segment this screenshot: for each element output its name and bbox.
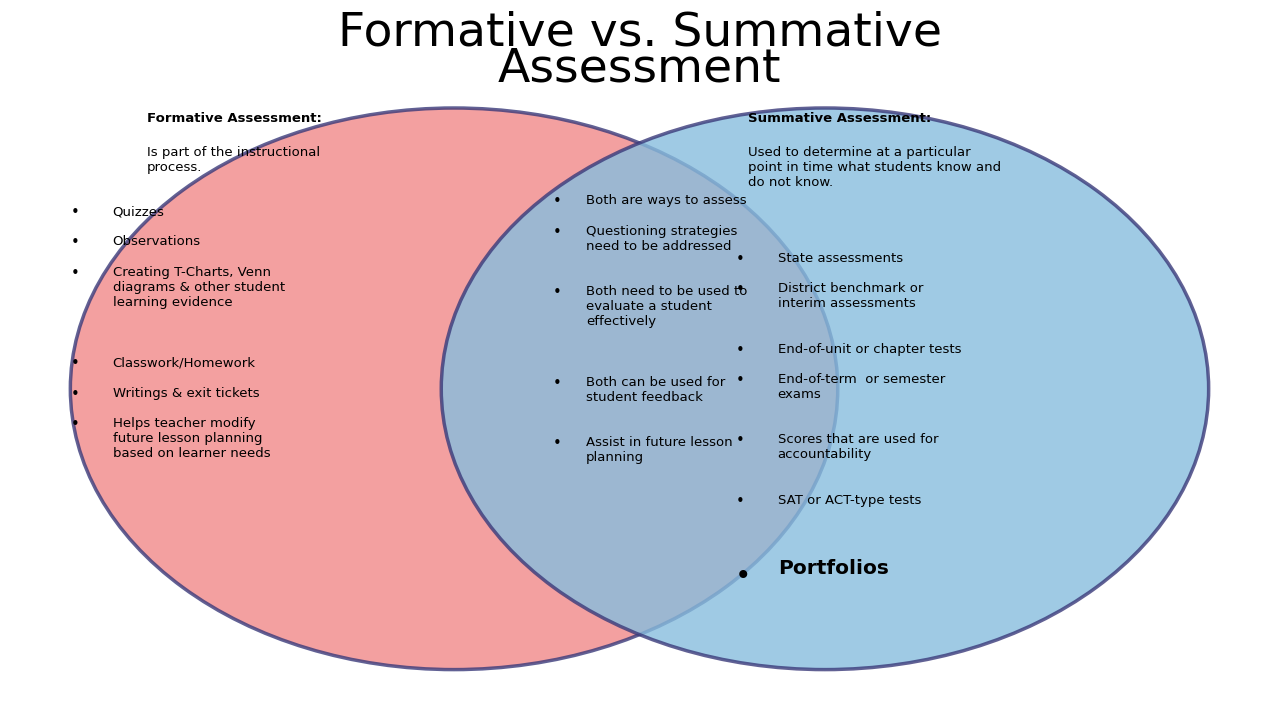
Text: •: • <box>735 494 744 509</box>
Text: •: • <box>735 433 744 449</box>
Text: •: • <box>735 252 744 267</box>
Text: •: • <box>70 235 79 251</box>
Text: Formative vs. Summative: Formative vs. Summative <box>338 11 941 55</box>
Text: State assessments: State assessments <box>778 252 903 265</box>
Text: Summative Assessment:: Summative Assessment: <box>748 112 931 125</box>
Text: Helps teacher modify
future lesson planning
based on learner needs: Helps teacher modify future lesson plann… <box>113 417 270 460</box>
Text: District benchmark or
interim assessments: District benchmark or interim assessment… <box>778 282 923 310</box>
Ellipse shape <box>70 108 838 670</box>
Text: •: • <box>70 387 79 402</box>
Text: Quizzes: Quizzes <box>113 205 165 218</box>
Text: Formative Assessment:: Formative Assessment: <box>147 112 322 125</box>
Text: •: • <box>735 565 749 588</box>
Text: •: • <box>553 194 561 210</box>
Text: Observations: Observations <box>113 235 201 248</box>
Text: •: • <box>735 373 744 388</box>
Text: •: • <box>553 285 561 300</box>
Text: End-of-term  or semester
exams: End-of-term or semester exams <box>778 373 945 401</box>
Text: •: • <box>735 282 744 297</box>
Text: •: • <box>735 343 744 358</box>
Text: •: • <box>70 356 79 372</box>
Text: Assessment: Assessment <box>498 47 781 91</box>
Text: •: • <box>70 266 79 281</box>
Text: Both can be used for
student feedback: Both can be used for student feedback <box>586 376 725 404</box>
Text: Questioning strategies
need to be addressed: Questioning strategies need to be addres… <box>586 225 737 253</box>
Text: •: • <box>70 205 79 220</box>
Text: •: • <box>553 376 561 391</box>
Text: •: • <box>553 225 561 240</box>
Text: SAT or ACT-type tests: SAT or ACT-type tests <box>778 494 921 507</box>
Ellipse shape <box>441 108 1209 670</box>
Text: Both are ways to assess: Both are ways to assess <box>586 194 747 207</box>
Text: Is part of the instructional
process.: Is part of the instructional process. <box>147 146 320 174</box>
Text: Writings & exit tickets: Writings & exit tickets <box>113 387 260 400</box>
Text: •: • <box>70 417 79 432</box>
Text: Classwork/Homework: Classwork/Homework <box>113 356 256 369</box>
Text: Assist in future lesson
planning: Assist in future lesson planning <box>586 436 733 464</box>
Text: Both need to be used to
evaluate a student
effectively: Both need to be used to evaluate a stude… <box>586 285 747 328</box>
Text: Portfolios: Portfolios <box>778 559 889 578</box>
Text: Creating T-Charts, Venn
diagrams & other student
learning evidence: Creating T-Charts, Venn diagrams & other… <box>113 266 285 309</box>
Text: Used to determine at a particular
point in time what students know and
do not kn: Used to determine at a particular point … <box>748 146 1001 189</box>
Text: End-of-unit or chapter tests: End-of-unit or chapter tests <box>778 343 961 356</box>
Text: •: • <box>553 436 561 451</box>
Text: Scores that are used for
accountability: Scores that are used for accountability <box>778 433 938 462</box>
